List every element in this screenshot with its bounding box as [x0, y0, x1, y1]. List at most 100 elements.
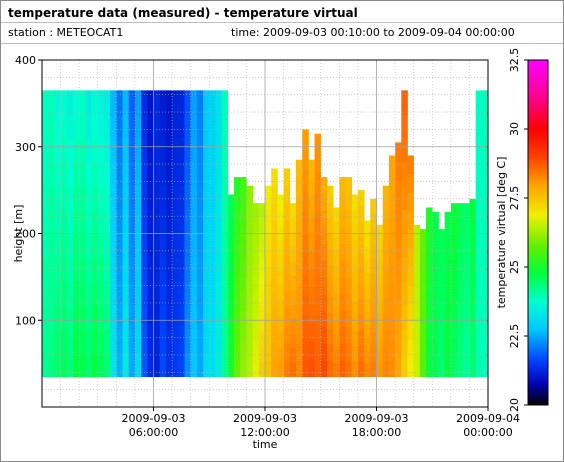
- heatmap-cell: [215, 138, 223, 163]
- heatmap-cell: [240, 210, 247, 228]
- heatmap-cell: [475, 185, 483, 211]
- heatmap-cell: [395, 142, 402, 163]
- heatmap-cell: [128, 281, 136, 306]
- heatmap-cell: [475, 328, 483, 354]
- heatmap-cell: [153, 138, 161, 163]
- heatmap-cell: [295, 232, 303, 251]
- heatmap-cell: [432, 362, 439, 378]
- heatmap-cell: [432, 349, 439, 364]
- heatmap-cell: [382, 265, 390, 282]
- heatmap-cell: [85, 185, 92, 211]
- heatmap-cell: [401, 257, 408, 282]
- heatmap-cell: [395, 337, 402, 358]
- heatmap-cell: [215, 114, 223, 139]
- heatmap-cell: [209, 185, 216, 211]
- heatmap-cell: [196, 185, 204, 211]
- heatmap-cell: [364, 337, 371, 352]
- heatmap-cell: [116, 90, 123, 115]
- heatmap-cell: [426, 334, 433, 349]
- heatmap-cell: [110, 328, 117, 354]
- heatmap-cell: [165, 305, 173, 330]
- heatmap-cell: [258, 260, 266, 276]
- heatmap-cell: [401, 161, 408, 187]
- heatmap-cell: [165, 138, 173, 163]
- heatmap-cell: [370, 347, 377, 363]
- heatmap-cell: [122, 352, 130, 378]
- heatmap-cell: [469, 347, 477, 363]
- heatmap-cell: [196, 233, 204, 258]
- heatmap-cell: [122, 90, 130, 115]
- heatmap-cell: [234, 360, 241, 378]
- heatmap-cell: [240, 326, 247, 344]
- heatmap-cell: [97, 161, 105, 187]
- heatmap-cell: [128, 257, 136, 282]
- heatmap-cell: [79, 281, 86, 306]
- heatmap-cell: [426, 207, 433, 222]
- heatmap-cell: [419, 302, 427, 316]
- heatmap-cell: [395, 240, 402, 260]
- heatmap-cell: [153, 114, 161, 139]
- heatmap-cell: [91, 161, 99, 187]
- heatmap-cell: [203, 161, 210, 187]
- heatmap-cell: [234, 226, 241, 245]
- heatmap-cell: [438, 266, 446, 279]
- heatmap-cell: [159, 209, 167, 234]
- heatmap-cell: [376, 237, 384, 251]
- heatmap-cell: [252, 275, 260, 291]
- heatmap-cell: [271, 203, 278, 221]
- heatmap-cell: [481, 352, 489, 378]
- heatmap-cell: [215, 305, 223, 330]
- heatmap-cell: [326, 360, 334, 378]
- heatmap-cell: [190, 138, 198, 163]
- heatmap-cell: [72, 90, 80, 115]
- heatmap-cell: [66, 281, 74, 306]
- heatmap-cell: [209, 138, 216, 163]
- heatmap-cell: [116, 161, 123, 187]
- heatmap-cell: [141, 305, 148, 330]
- heatmap-cell: [450, 260, 458, 276]
- heatmap-cell: [48, 352, 55, 378]
- heatmap-cell: [42, 281, 49, 306]
- heatmap-cell: [159, 233, 167, 258]
- heatmap-cell: [345, 293, 353, 311]
- heatmap-cell: [258, 304, 266, 320]
- heatmap-cell: [184, 114, 191, 139]
- heatmap-cell: [364, 220, 371, 234]
- heatmap-cell: [110, 185, 117, 211]
- heatmap-cell: [42, 209, 49, 234]
- heatmap-cell: [481, 257, 489, 282]
- heatmap-cell: [203, 185, 210, 211]
- heatmap-cell: [42, 305, 49, 330]
- heatmap-cell: [221, 281, 229, 306]
- heatmap-cell: [165, 185, 173, 211]
- heatmap-cell: [258, 362, 266, 378]
- heatmap-cell: [351, 361, 359, 378]
- heatmap-cell: [196, 114, 204, 139]
- heatmap-cell: [252, 246, 260, 262]
- heatmap-cell: [419, 253, 427, 267]
- heatmap-cell: [190, 161, 198, 187]
- heatmap-cell: [475, 114, 483, 139]
- heatmap-cell: [66, 233, 74, 258]
- heatmap-cell: [203, 138, 210, 163]
- heatmap-cell: [388, 229, 396, 248]
- heatmap-cell: [351, 315, 359, 332]
- heatmap-cell: [388, 192, 396, 212]
- heatmap-cell: [103, 305, 111, 330]
- heatmap-cell: [308, 213, 315, 233]
- heatmap-cell: [345, 243, 353, 261]
- heatmap-cell: [246, 360, 254, 378]
- heatmap-cell: [314, 275, 322, 297]
- heatmap-cell: [184, 209, 191, 234]
- heatmap-cell: [135, 257, 142, 282]
- heatmap-cell: [153, 185, 161, 211]
- x-axis: 2009-09-0306:00:002009-09-0312:00:002009…: [122, 407, 520, 439]
- heatmap-cell: [475, 352, 483, 378]
- heatmap-cell: [79, 138, 86, 163]
- heatmap-cell: [48, 90, 55, 115]
- heatmap-cell: [469, 243, 477, 259]
- heatmap-cell: [413, 288, 421, 302]
- heatmap-cell: [295, 213, 303, 233]
- heatmap-cell: [376, 363, 384, 378]
- heatmap-cell: [141, 185, 148, 211]
